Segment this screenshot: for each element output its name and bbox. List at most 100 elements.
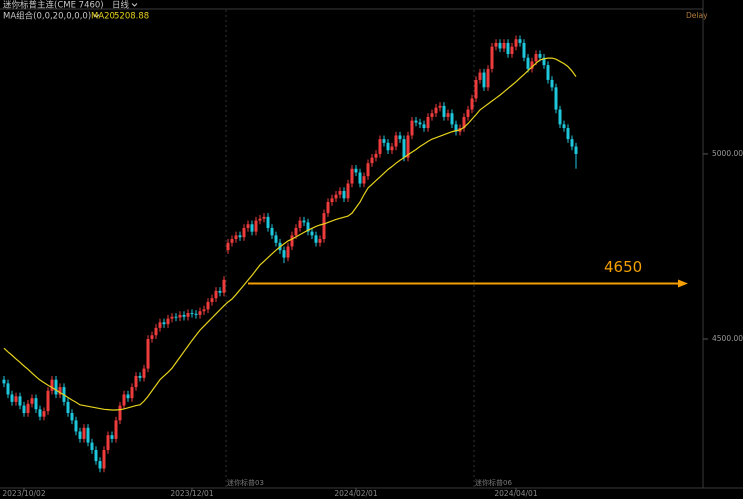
- candle-body: [414, 120, 418, 123]
- candle-body: [98, 461, 102, 469]
- x-tick-label: 2023/10/02: [2, 489, 45, 498]
- period[interactable]: 日线: [112, 0, 130, 11]
- candle-body: [254, 220, 258, 232]
- contract-label: 迷你标普03: [227, 478, 264, 487]
- candle-body: [490, 46, 494, 69]
- x-tick-label: 2024/04/01: [494, 489, 537, 498]
- candle-body: [478, 72, 482, 80]
- candle-body: [58, 387, 62, 395]
- candle-body: [170, 316, 174, 319]
- candle-body: [434, 107, 438, 114]
- candle-body: [54, 379, 58, 395]
- candle-body: [418, 122, 422, 125]
- candle-body: [166, 318, 170, 325]
- candle-body: [302, 220, 306, 223]
- candle-body: [138, 375, 142, 378]
- candle-body: [94, 449, 98, 462]
- candle-body: [182, 314, 186, 317]
- candle-body: [338, 190, 342, 195]
- candle-body: [398, 135, 402, 140]
- candle-body: [74, 420, 78, 432]
- candle-body: [454, 124, 458, 132]
- candle-body: [202, 309, 206, 312]
- candle-body: [558, 109, 562, 125]
- candle-body: [366, 163, 370, 177]
- candle-body: [134, 375, 138, 388]
- candle-body: [82, 427, 86, 439]
- candle-body: [482, 72, 486, 88]
- candle-body: [110, 435, 114, 439]
- y-tick-label: 5000.00: [712, 149, 743, 158]
- candle-body: [78, 431, 82, 439]
- candle-body: [194, 313, 198, 315]
- candle-body: [506, 42, 510, 55]
- candle-body: [10, 394, 14, 402]
- candle-body: [34, 398, 38, 410]
- candle-body: [50, 379, 54, 391]
- candle-body: [206, 301, 210, 310]
- candle-body: [378, 139, 382, 154]
- candle-body: [394, 135, 398, 147]
- contract-label: 迷你标普06: [475, 478, 512, 487]
- candle-body: [498, 42, 502, 49]
- candle-body: [2, 379, 6, 384]
- candle-body: [298, 220, 302, 228]
- candle-body: [66, 401, 70, 413]
- candle-body: [530, 61, 534, 69]
- candle-body: [474, 79, 478, 99]
- candle-body: [426, 116, 430, 129]
- candle-body: [42, 411, 46, 417]
- candle-body: [442, 105, 446, 117]
- indicator[interactable]: MA组合(0,0,20,0,0,0): [3, 11, 91, 22]
- candle-body: [282, 250, 286, 258]
- candle-body: [334, 194, 338, 199]
- candle-body: [142, 368, 146, 378]
- candle-body: [370, 157, 374, 164]
- candle-body: [106, 435, 110, 450]
- candle-body: [518, 39, 522, 43]
- candle-body: [90, 442, 94, 450]
- candle-body: [190, 313, 194, 315]
- candle-body: [162, 322, 166, 325]
- candle-body: [102, 449, 106, 469]
- candle-body: [574, 146, 578, 154]
- candle-body: [38, 409, 42, 417]
- chart-title: 迷你标普主连(CME 7460): [3, 0, 104, 11]
- candle-body: [314, 235, 318, 243]
- arrow-head: [678, 279, 688, 288]
- candle-body: [562, 124, 566, 129]
- candle-body: [126, 394, 130, 399]
- dropdown-icon[interactable]: [93, 14, 100, 18]
- candle-body: [430, 113, 434, 117]
- level-label: 4650: [604, 258, 642, 276]
- candle-body: [450, 113, 454, 125]
- candle-body: [154, 327, 158, 336]
- candle-body: [174, 316, 178, 318]
- candle-body: [26, 403, 30, 413]
- candle-body: [354, 168, 358, 173]
- candle-body: [346, 183, 350, 199]
- candle-body: [14, 396, 18, 402]
- candle-body: [266, 216, 270, 228]
- candle-body: [258, 218, 262, 221]
- candle-body: [122, 394, 126, 406]
- candle-body: [238, 235, 242, 238]
- candle-body: [410, 120, 414, 136]
- candle-body: [198, 311, 202, 315]
- candle-body: [146, 338, 150, 369]
- candle-body: [470, 98, 474, 110]
- candle-body: [362, 176, 366, 184]
- x-tick-label: 2024/02/01: [334, 489, 377, 498]
- candle-body: [554, 87, 558, 110]
- candle-body: [510, 46, 514, 55]
- candle-body: [262, 216, 266, 219]
- candle-body: [246, 224, 250, 228]
- dropdown-icon[interactable]: [131, 3, 138, 7]
- ma-line: [3, 57, 577, 411]
- candle-body: [446, 113, 450, 117]
- candle-body: [382, 139, 386, 143]
- candle-body: [550, 79, 554, 88]
- candle-body: [150, 335, 154, 339]
